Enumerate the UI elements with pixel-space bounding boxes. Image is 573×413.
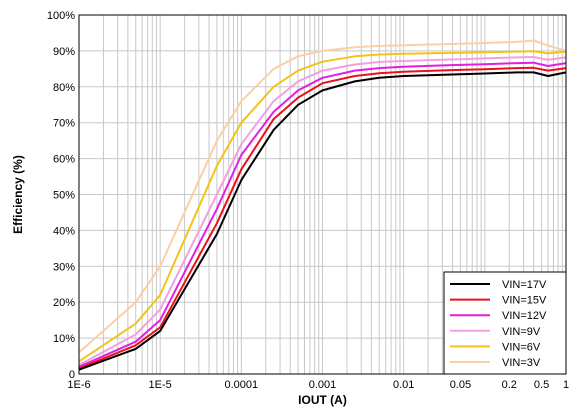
x-tick-label: 0.05 [450, 379, 471, 391]
x-tick-label: 0.2 [502, 379, 517, 391]
series-lines [78, 39, 567, 371]
series-line [78, 66, 567, 370]
y-tick-label: 80% [53, 82, 75, 94]
y-tick-label: 70% [53, 118, 75, 130]
y-tick-label: 40% [53, 225, 75, 237]
y-axis-title: Efficiency (%) [11, 155, 25, 234]
y-tick-label: 30% [53, 261, 75, 273]
x-axis-title: IOUT (A) [298, 393, 347, 407]
plot-frame [78, 14, 567, 375]
legend-label: VIN=12V [502, 310, 547, 322]
series-line [78, 61, 567, 368]
x-tick-label: 0.001 [309, 379, 337, 391]
y-tick-label: 10% [53, 333, 75, 345]
legend-label: VIN=15V [502, 295, 547, 307]
legend-label: VIN=17V [502, 279, 547, 291]
series-line [78, 50, 567, 363]
x-axis-ticks: 1E-6 1E-5 0.0001 0.001 0.01 0.05 0.2 0.5 1 [67, 379, 569, 391]
y-tick-label: 100% [47, 10, 75, 22]
y-tick-label: 20% [53, 297, 75, 309]
legend-label: VIN=6V [502, 341, 541, 353]
y-tick-label: 0 [69, 369, 75, 381]
legend-label: VIN=3V [502, 357, 541, 369]
x-tick-label: 0.01 [393, 379, 414, 391]
y-axis-ticks: 0 10% 20% 30% 40% 50% 60% 70% 80% 90% 100% [47, 10, 75, 381]
legend-box [443, 271, 567, 375]
series-line [78, 71, 567, 371]
series-line [78, 56, 567, 366]
x-tick-label: 1E-6 [67, 379, 90, 391]
y-tick-label: 60% [53, 154, 75, 166]
series-line [78, 39, 567, 354]
legend-items: VIN=17V VIN=15V VIN=12V VIN=9V VIN=6V VIN=3V [450, 279, 547, 369]
x-tick-label: 1 [563, 379, 569, 391]
x-tick-label: 1E-5 [149, 379, 172, 391]
x-tick-label: 0.0001 [225, 379, 259, 391]
legend: VIN=17V VIN=15V VIN=12V VIN=9V VIN=6V VIN=3V [443, 271, 567, 375]
legend-label: VIN=9V [502, 326, 541, 338]
x-tick-label: 0.5 [534, 379, 549, 391]
y-tick-label: 50% [53, 190, 75, 202]
y-tick-label: 90% [53, 46, 75, 58]
